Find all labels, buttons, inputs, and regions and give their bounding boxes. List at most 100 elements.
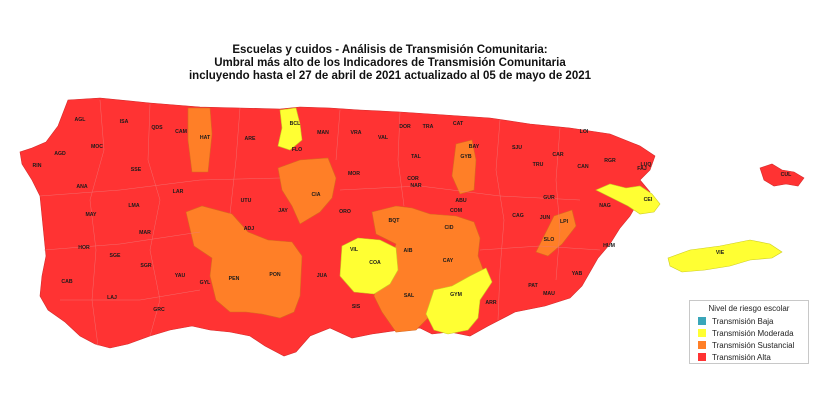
- municipio-label-arr: ARR: [485, 300, 496, 306]
- municipio-label-vil: VIL: [350, 247, 359, 253]
- municipio-label-sju: SJU: [512, 145, 522, 151]
- municipio-label-gyb: GYB: [460, 154, 471, 160]
- legend-item-baja: Transmisión Baja: [690, 315, 808, 327]
- legend-swatch-baja: [698, 317, 706, 325]
- municipio-label-luq: LUQ: [641, 162, 652, 168]
- municipio-label-dor: DOR: [399, 124, 411, 130]
- legend: Nivel de riesgo escolar Transmisión Baja…: [689, 300, 809, 364]
- municipio-label-agl: AGL: [75, 117, 87, 123]
- municipio-label-mor: MOR: [348, 171, 360, 177]
- legend-item-moderada: Transmisión Moderada: [690, 327, 808, 339]
- municipio-label-val: VAL: [378, 135, 389, 141]
- municipio-label-agd: AGD: [54, 151, 66, 157]
- region-cia: [277, 157, 337, 225]
- municipio-label-bqt: BQT: [389, 218, 401, 224]
- island-culebra: [759, 163, 805, 187]
- region-hat: [187, 107, 213, 173]
- municipio-label-tra: TRA: [423, 124, 434, 130]
- municipio-label-sse: SSE: [131, 167, 142, 173]
- municipio-label-jua: JUA: [317, 273, 328, 279]
- municipio-label-ana: ANA: [76, 184, 87, 190]
- municipio-label-cor: COR: [407, 176, 419, 182]
- municipio-label-are: ARE: [245, 136, 256, 142]
- municipio-label-cul: CUL: [781, 172, 792, 178]
- municipio-label-laj: LAJ: [107, 295, 117, 301]
- municipio-label-adj: ADJ: [244, 226, 254, 232]
- municipio-label-grc: GRC: [153, 307, 165, 313]
- municipality-labels: AGL ISA QDS CAM HAT ARE BCL MAN VRA DOR TRA CAT LOI A…: [33, 117, 793, 313]
- legend-item-sustancial: Transmisión Sustancial: [690, 339, 808, 351]
- municipio-label-gyl: GYL: [200, 280, 211, 286]
- municipio-label-sge: SGE: [110, 253, 121, 259]
- municipio-label-loi: LOI: [580, 129, 589, 135]
- municipio-label-com: COM: [450, 208, 462, 214]
- municipio-label-rin: RIN: [33, 163, 42, 169]
- region-south-west-orange: [185, 205, 303, 319]
- municipio-label-tal: TAL: [411, 154, 422, 160]
- municipio-label-isa: ISA: [120, 119, 129, 125]
- municipio-label-cat: CAT: [453, 121, 464, 127]
- municipio-label-gym: GYM: [450, 292, 462, 298]
- municipio-label-pon: PON: [269, 272, 280, 278]
- legend-label-sustancial: Transmisión Sustancial: [712, 340, 795, 350]
- municipio-label-man: MAN: [317, 130, 329, 136]
- municipio-label-may: MAY: [85, 212, 97, 218]
- municipio-label-mar: MAR: [139, 230, 151, 236]
- legend-swatch-sustancial: [698, 341, 706, 349]
- municipio-label-can: CAN: [577, 164, 588, 170]
- municipio-label-hor: HOR: [78, 245, 90, 251]
- main-island: [19, 97, 656, 357]
- municipio-label-abu: ABU: [455, 198, 466, 204]
- municipio-label-rgr: RGR: [604, 158, 616, 164]
- municipio-label-qds: QDS: [151, 125, 163, 131]
- region-cei: [595, 183, 661, 215]
- municipio-label-oro: ORO: [339, 209, 351, 215]
- legend-swatch-moderada: [698, 329, 706, 337]
- municipio-label-cam: CAM: [175, 129, 187, 135]
- municipio-label-hat: HAT: [200, 135, 211, 141]
- municipio-label-utu: UTU: [241, 198, 252, 204]
- map-title: Escuelas y cuidos - Análisis de Transmis…: [140, 44, 640, 83]
- municipio-label-vra: VRA: [351, 130, 362, 136]
- municipio-label-moc: MOC: [91, 144, 103, 150]
- municipio-label-gur: GUR: [543, 195, 555, 201]
- municipio-label-cag: CAG: [512, 213, 524, 219]
- municipio-label-pen: PEN: [229, 276, 240, 282]
- municipio-label-slo: SLO: [544, 237, 555, 243]
- municipio-label-cid: CID: [445, 225, 454, 231]
- municipio-label-pat: PAT: [528, 283, 538, 289]
- municipio-label-sal: SAL: [404, 293, 415, 299]
- municipio-label-lma: LMA: [128, 203, 139, 209]
- legend-item-alta: Transmisión Alta: [690, 351, 808, 363]
- municipio-label-cab: CAB: [61, 279, 72, 285]
- title-line-2: Umbral más alto de los Indicadores de Tr…: [214, 57, 566, 69]
- region-gym: [425, 267, 493, 335]
- municipio-label-lpi: LPI: [560, 219, 569, 225]
- municipio-label-bcl: BCL: [290, 121, 301, 127]
- municipio-label-jay: JAY: [278, 208, 288, 214]
- municipio-label-jun: JUN: [540, 215, 551, 221]
- municipio-label-hum: HUM: [603, 243, 615, 249]
- municipio-label-nar: NAR: [410, 183, 421, 189]
- municipio-label-sgr: SGR: [140, 263, 151, 269]
- municipio-label-bay: BAY: [469, 144, 480, 150]
- municipio-label-sis: SIS: [352, 304, 361, 310]
- municipio-label-tru: TRU: [533, 162, 544, 168]
- municipio-label-yau: YAU: [175, 273, 186, 279]
- region-lpi: [535, 209, 577, 257]
- legend-title: Nivel de riesgo escolar: [708, 304, 790, 313]
- title-line-1: Escuelas y cuidos - Análisis de Transmis…: [232, 44, 548, 56]
- legend-label-moderada: Transmisión Moderada: [712, 328, 794, 338]
- municipio-label-cei: CEI: [644, 197, 653, 203]
- municipio-label-yab: YAB: [572, 271, 583, 277]
- municipio-label-nag: NAG: [599, 203, 611, 209]
- municipio-label-flo: FLO: [292, 147, 302, 153]
- legend-swatch-alta: [698, 353, 706, 361]
- municipio-label-coa: COA: [369, 260, 381, 266]
- municipio-label-cia: CIA: [312, 192, 321, 198]
- municipio-label-vie: VIE: [716, 250, 725, 256]
- municipio-label-car: CAR: [552, 152, 563, 158]
- region-coa: [339, 237, 399, 295]
- title-line-3: incluyendo hasta el 27 de abril de 2021 …: [188, 70, 592, 82]
